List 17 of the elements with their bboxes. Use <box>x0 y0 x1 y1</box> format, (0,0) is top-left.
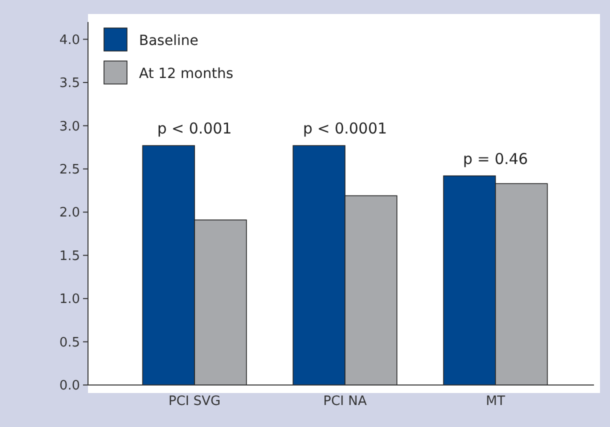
y-tick-label: 0.0 <box>59 378 80 394</box>
y-tick-label: 3.0 <box>59 119 80 134</box>
x-tick-label: MT <box>486 394 506 409</box>
legend-label: Baseline <box>139 32 198 49</box>
annotation: p = 0.46 <box>462 150 528 168</box>
y-tick-label: 1.5 <box>59 248 80 264</box>
y-tick-label: 3.5 <box>59 76 80 92</box>
legend-label: At 12 months <box>139 66 234 82</box>
x-tick-label: PCI NA <box>323 394 367 409</box>
annotation: p < 0.0001 <box>302 120 388 138</box>
y-tick-label: 0.5 <box>59 335 80 350</box>
y-tick-label: 2.5 <box>59 162 80 178</box>
y-tick-label: 4.0 <box>59 32 80 48</box>
y-tick-label: 2.0 <box>59 206 80 221</box>
x-tick-label: PCI SVG <box>168 394 221 409</box>
y-tick-label: 1.0 <box>59 292 80 308</box>
annotation: p < 0.001 <box>157 120 232 138</box>
